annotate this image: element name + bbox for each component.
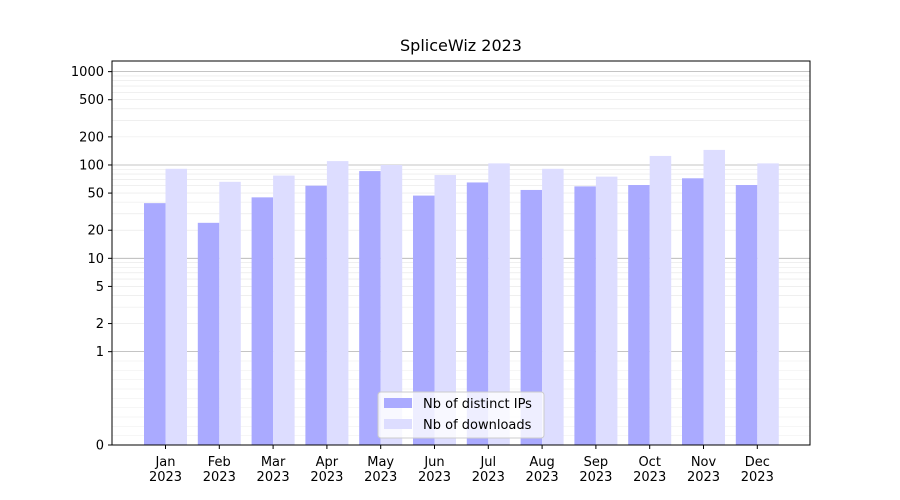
bar-distinct-ips-8 (520, 189, 543, 445)
legend-swatch (384, 419, 412, 429)
bar-downloads-5 (380, 164, 403, 446)
y-tick-label: 100 (79, 158, 104, 173)
bar-downloads-9 (595, 176, 618, 445)
bar-distinct-ips-5 (359, 171, 381, 445)
x-axis: Jan 2023 Feb 2023 Mar 2023 Apr 2023 May 2023 Jun 20… (149, 445, 774, 485)
bar-distinct-ips-6 (413, 195, 435, 445)
bar-distinct-ips-12 (735, 185, 758, 445)
y-tick-label: 50 (87, 187, 104, 202)
x-tick-label: Jan 2023 (149, 455, 182, 485)
x-tick-label: Jun 2023 (418, 455, 451, 485)
x-tick-label: May 2023 (364, 455, 397, 485)
x-tick-label: Aug 2023 (526, 455, 559, 485)
y-tick-label: 1000 (71, 65, 104, 80)
bar-distinct-ips-3 (251, 197, 274, 445)
x-tick-label: Sep 2023 (579, 455, 612, 485)
bar-downloads-11 (703, 149, 725, 445)
legend: Nb of distinct IPs Nb of downloads (377, 391, 545, 439)
y-tick-label: 5 (96, 280, 104, 295)
bar-distinct-ips-2 (197, 222, 220, 445)
bar-distinct-ips-11 (682, 178, 704, 445)
x-tick-label: Oct 2023 (633, 455, 666, 485)
chart-title: SpliceWiz 2023 (400, 36, 522, 55)
bar-downloads-1 (165, 168, 187, 446)
x-tick-label: Mar 2023 (257, 455, 290, 485)
legend-swatch (384, 398, 412, 408)
y-tick-label: 10 (87, 252, 104, 267)
y-tick-label: 0 (96, 439, 104, 454)
y-tick-label: 200 (79, 130, 104, 145)
bar-distinct-ips-1 (144, 203, 166, 445)
bars (144, 149, 779, 446)
y-tick-label: 500 (79, 93, 104, 108)
y-tick-label: 20 (87, 224, 104, 239)
bar-downloads-10 (649, 155, 672, 445)
legend-label: Nb of downloads (423, 418, 532, 433)
plot-frame (111, 60, 811, 446)
y-tick-label: 1 (96, 345, 104, 360)
x-tick-label: Nov 2023 (687, 455, 720, 485)
x-tick-label: Apr 2023 (310, 455, 343, 485)
bar-distinct-ips-4 (305, 185, 327, 445)
y-tick-label: 2 (96, 317, 104, 332)
bar-downloads-4 (326, 161, 349, 446)
bar-downloads-8 (542, 168, 564, 446)
y-axis: 0 1 2 5 10 20 50 100 200 500 1000 (71, 65, 112, 454)
x-tick-label: Dec 2023 (741, 455, 774, 485)
bar-distinct-ips-10 (628, 185, 650, 445)
bar-downloads-2 (219, 181, 241, 445)
bar-downloads-7 (488, 163, 510, 446)
bar-distinct-ips-7 (466, 182, 489, 445)
legend-box (377, 391, 545, 439)
x-tick-label: Feb 2023 (203, 455, 236, 485)
x-tick-label: Jul 2023 (472, 455, 505, 485)
legend-label: Nb of distinct IPs (423, 397, 532, 412)
bar-distinct-ips-9 (574, 186, 596, 445)
bar-downloads-3 (273, 175, 295, 445)
bar-downloads-12 (757, 163, 779, 446)
bar-downloads-6 (434, 175, 456, 445)
